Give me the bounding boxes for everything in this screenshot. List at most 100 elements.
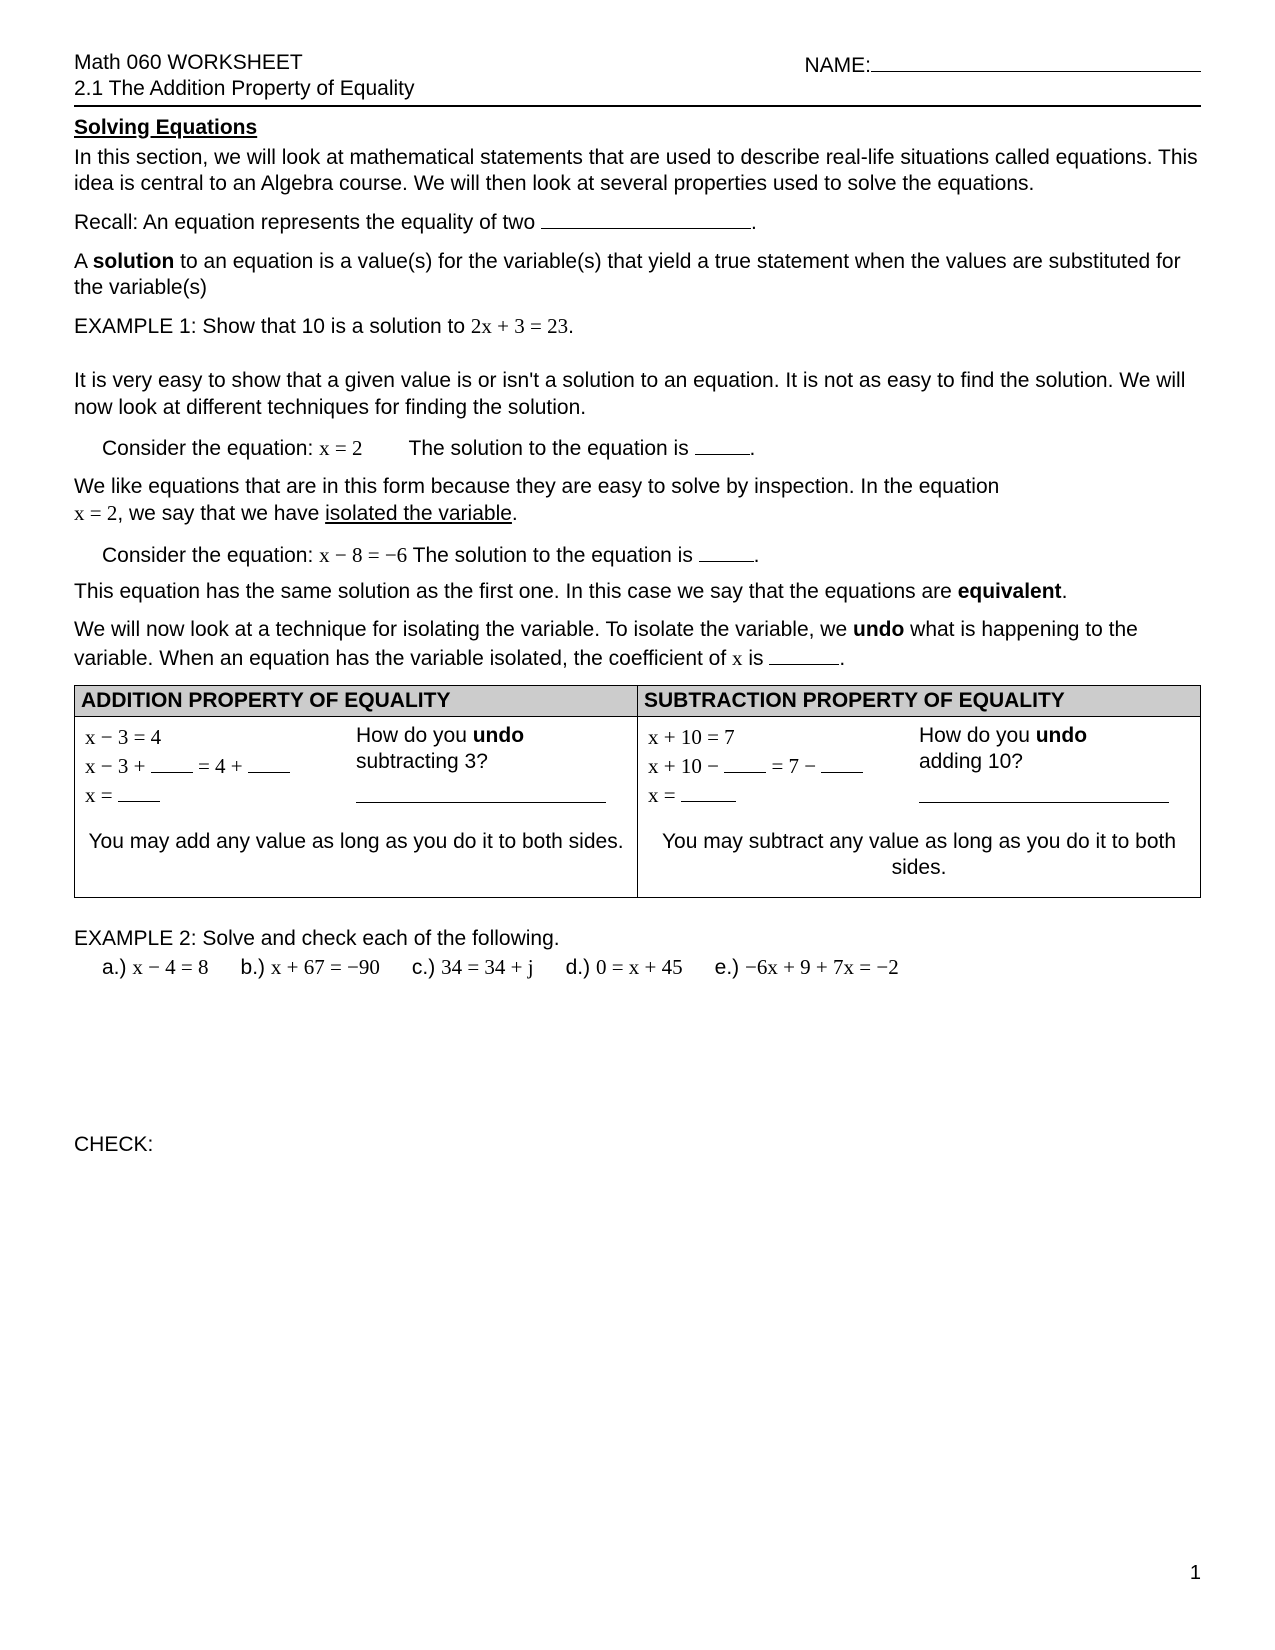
consider2-suffix: .	[754, 544, 760, 567]
subtraction-math-col: x + 10 = 7 x + 10 − = 7 − x =	[648, 723, 919, 811]
sub-answer-blank[interactable]	[919, 781, 1169, 803]
equiv-2: .	[1062, 580, 1068, 603]
consider2-blank[interactable]	[699, 540, 754, 562]
recall-prefix: Recall: An equation represents the equal…	[74, 211, 541, 234]
inspection-underline: isolated the variable	[325, 502, 512, 525]
undo-3: is	[743, 647, 770, 670]
ex2-e-label: e.)	[715, 956, 745, 979]
recall-line: Recall: An equation represents the equal…	[74, 207, 1201, 236]
table-header-row: ADDITION PROPERTY OF EQUALITY SUBTRACTIO…	[75, 685, 1201, 716]
name-blank[interactable]	[871, 50, 1201, 72]
add-line2a: x − 3 +	[85, 754, 151, 778]
ex2-e: e.) −6x + 9 + 7x = −2	[715, 954, 899, 981]
sub-blank-3[interactable]	[681, 780, 736, 802]
soln-def-bold: solution	[93, 250, 175, 273]
consider2-mid: The solution to the equation is	[407, 544, 698, 567]
sub-line3-text: x =	[648, 783, 681, 807]
ex1-equation: 2x + 3 = 23	[471, 314, 568, 338]
example-2-items: a.) x − 4 = 8 b.) x + 67 = −90 c.) 34 = …	[74, 954, 1201, 981]
ex1-suffix: .	[568, 315, 574, 338]
consider1-mid: The solution to the equation is	[409, 437, 695, 460]
equivalent-paragraph: This equation has the same solution as t…	[74, 579, 1201, 605]
undo-bold: undo	[853, 618, 904, 641]
ex2-a-label: a.)	[102, 956, 132, 979]
ex2-c: c.) 34 = 34 + j	[412, 954, 534, 981]
sub-q1-bold: undo	[1036, 724, 1087, 747]
consider-2: Consider the equation: x − 8 = −6 The so…	[74, 540, 1201, 569]
undo-4: .	[839, 647, 845, 670]
soln-def-2: to an equation is a value(s) for the var…	[74, 250, 1181, 299]
recall-suffix: .	[751, 211, 757, 234]
equiv-1: This equation has the same solution as t…	[74, 580, 958, 603]
table-body-row: x − 3 = 4 x − 3 + = 4 + x = How do you u…	[75, 716, 1201, 897]
recall-blank[interactable]	[541, 207, 751, 229]
consider2-eq: x − 8 = −6	[319, 543, 407, 567]
section-label: 2.1 The Addition Property of Equality	[74, 76, 415, 102]
inspection-2: , we say that we have	[117, 502, 325, 525]
inspection-1: We like equations that are in this form …	[74, 475, 999, 498]
add-line1: x − 3 = 4	[85, 724, 356, 750]
easy-paragraph: It is very easy to show that a given val…	[74, 368, 1201, 421]
ex2-d: d.) 0 = x + 45	[566, 954, 683, 981]
inspection-paragraph: We like equations that are in this form …	[74, 474, 1201, 528]
check-label: CHECK:	[74, 1132, 1201, 1158]
sub-line2: x + 10 − = 7 −	[648, 751, 919, 779]
page-number: 1	[1190, 1561, 1201, 1586]
sub-blank-2[interactable]	[821, 751, 863, 773]
consider1-prefix: Consider the equation:	[102, 437, 319, 460]
add-blank-2[interactable]	[248, 751, 290, 773]
ex2-d-label: d.)	[566, 956, 596, 979]
soln-def-1: A	[74, 250, 93, 273]
sub-q-line1: How do you undo	[919, 723, 1190, 749]
subtraction-header: SUBTRACTION PROPERTY OF EQUALITY	[638, 685, 1201, 716]
header-rule	[74, 105, 1201, 107]
sub-line2a: x + 10 −	[648, 754, 724, 778]
header-left: Math 060 WORKSHEET 2.1 The Addition Prop…	[74, 50, 415, 103]
ex2-c-eq: 34 = 34 + j	[441, 955, 534, 979]
ex2-b-label: b.)	[241, 956, 271, 979]
undo-paragraph: We will now look at a technique for isol…	[74, 617, 1201, 673]
consider1-blank[interactable]	[695, 433, 750, 455]
intro-paragraph: In this section, we will look at mathema…	[74, 145, 1201, 198]
ex2-b: b.) x + 67 = −90	[241, 954, 380, 981]
undo-blank[interactable]	[769, 643, 839, 665]
consider2-prefix: Consider the equation:	[102, 544, 319, 567]
subtraction-cell: x + 10 = 7 x + 10 − = 7 − x = How do you…	[638, 716, 1201, 897]
sub-line3: x =	[648, 780, 919, 808]
add-q-line1: How do you undo	[356, 723, 627, 749]
ex1-label: EXAMPLE 1: Show that 10 is a solution to	[74, 315, 471, 338]
add-line2: x − 3 + = 4 +	[85, 751, 356, 779]
page-header: Math 060 WORKSHEET 2.1 The Addition Prop…	[74, 50, 1201, 103]
section-title: Solving Equations	[74, 115, 1201, 141]
subtraction-question-col: How do you undo adding 10?	[919, 723, 1190, 811]
equiv-bold: equivalent	[958, 580, 1062, 603]
inspection-eq: x = 2	[74, 501, 117, 525]
header-right: NAME:	[804, 50, 1201, 103]
addition-header: ADDITION PROPERTY OF EQUALITY	[75, 685, 638, 716]
consider-1: Consider the equation: x = 2 The solution…	[74, 433, 1201, 462]
add-line3: x =	[85, 780, 356, 808]
undo-1: We will now look at a technique for isol…	[74, 618, 853, 641]
add-blank-1[interactable]	[151, 751, 193, 773]
undo-x: x	[732, 646, 743, 670]
add-line3-text: x =	[85, 783, 118, 807]
addition-cell: x − 3 = 4 x − 3 + = 4 + x = How do you u…	[75, 716, 638, 897]
ex2-b-eq: x + 67 = −90	[271, 955, 380, 979]
sub-blank-1[interactable]	[724, 751, 766, 773]
inspection-3: .	[512, 502, 518, 525]
consider1-suffix: .	[750, 437, 756, 460]
addition-question-col: How do you undo subtracting 3?	[356, 723, 627, 811]
consider1-eq: x = 2	[319, 436, 362, 460]
sub-line2b: = 7 −	[766, 754, 821, 778]
add-q1-bold: undo	[473, 724, 524, 747]
sub-note: You may subtract any value as long as yo…	[648, 829, 1190, 882]
add-blank-3[interactable]	[118, 780, 160, 802]
add-q1: How do you	[356, 724, 473, 747]
add-answer-blank[interactable]	[356, 781, 606, 803]
ex2-e-eq: −6x + 9 + 7x = −2	[745, 955, 899, 979]
ex2-a-eq: x − 4 = 8	[132, 955, 208, 979]
ex2-c-label: c.)	[412, 956, 441, 979]
sub-q-line2: adding 10?	[919, 749, 1190, 775]
example-1: EXAMPLE 1: Show that 10 is a solution to…	[74, 313, 1201, 340]
properties-table: ADDITION PROPERTY OF EQUALITY SUBTRACTIO…	[74, 685, 1201, 899]
